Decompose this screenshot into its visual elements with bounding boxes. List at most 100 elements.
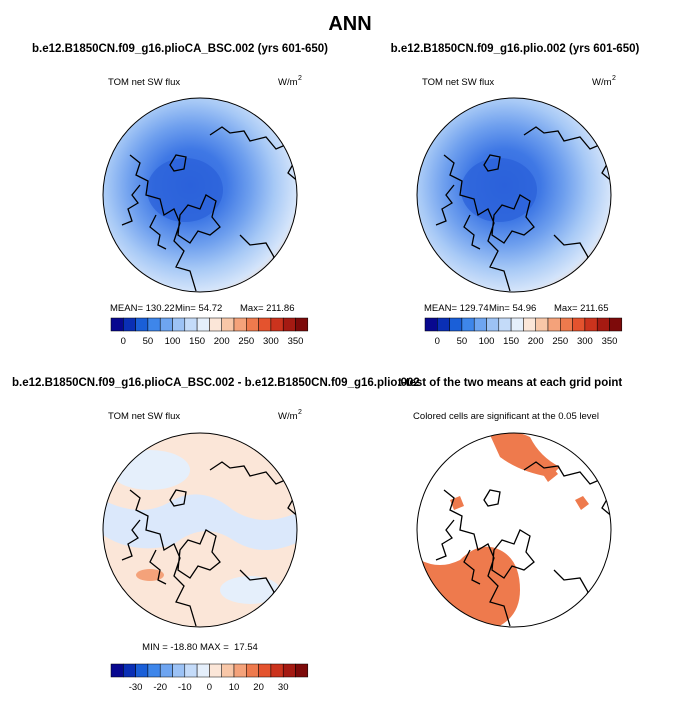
colorbar-cell [295, 317, 309, 332]
colorbar-cell [258, 663, 272, 678]
colorbar-cell [295, 663, 309, 678]
colorbar-cell [221, 663, 235, 678]
map [103, 98, 297, 292]
colorbar-cell [547, 317, 561, 332]
significance-note: Colored cells are significant at the 0.0… [413, 411, 599, 422]
colorbar-label: 100 [479, 336, 495, 347]
colorbar-cell [135, 663, 149, 678]
colorbar-cell [282, 663, 296, 678]
colorbar-cell [258, 317, 272, 332]
colorbar-label: 300 [263, 336, 279, 347]
colorbar-cell [246, 317, 259, 332]
stats: MEAN= 129.74 [424, 303, 489, 314]
field-label: TOM net SW flux [108, 411, 180, 422]
colorbar-label: 150 [503, 336, 519, 347]
colorbar-cell [535, 317, 549, 332]
colorbar-cell [596, 317, 610, 332]
colorbar-cell [172, 317, 186, 332]
units: W/m [278, 77, 298, 88]
colorbar-label: 350 [288, 336, 304, 347]
stats: Min= 54.96 [489, 303, 536, 314]
colorbar-cell [270, 663, 284, 678]
units: W/m [592, 77, 612, 88]
colorbar-cell [184, 663, 198, 678]
colorbar-label: 50 [143, 336, 154, 347]
colorbar-label: 0 [435, 336, 440, 347]
units-exponent: 2 [612, 75, 616, 82]
colorbar-label: 250 [552, 336, 568, 347]
stats: Max= 211.65 [554, 303, 609, 314]
colorbar-label: -30 [129, 682, 143, 693]
colorbar-label: -20 [153, 682, 167, 693]
map-border [416, 432, 612, 628]
map [417, 98, 611, 292]
colorbar-label: 200 [214, 336, 230, 347]
colorbar-cell [110, 317, 124, 332]
colorbar-label: 200 [528, 336, 544, 347]
units: W/m [278, 411, 298, 422]
colorbar-label: 150 [189, 336, 205, 347]
map [417, 433, 611, 627]
colorbar-cell [196, 317, 210, 332]
colorbar-cell [246, 663, 259, 678]
colorbar-cell [609, 317, 623, 332]
colorbar-cell [110, 663, 124, 678]
colorbar-cell [437, 317, 450, 332]
colorbar-cell [424, 317, 438, 332]
colorbar-label: 350 [602, 336, 618, 347]
units-exponent: 2 [298, 409, 302, 416]
colorbar-cell [510, 317, 524, 332]
colorbar-cell [123, 663, 136, 678]
colorbar-cell [221, 317, 235, 332]
colorbar-cell [584, 317, 598, 332]
colorbar-label: 250 [238, 336, 254, 347]
colorbar-cell [449, 317, 463, 332]
map-border [416, 97, 612, 293]
colorbar-label: 10 [229, 682, 240, 693]
colorbar-cell [233, 663, 247, 678]
colorbar-label: -10 [178, 682, 192, 693]
units-exponent: 2 [298, 75, 302, 82]
colorbar-cell [159, 317, 173, 332]
colorbar-cell [209, 663, 222, 678]
colorbar-cell [560, 317, 573, 332]
map [103, 433, 297, 627]
stats: MIN = -18.80 MAX = 17.54 [142, 642, 258, 653]
colorbar-label: 20 [253, 682, 264, 693]
colorbar-cell [282, 317, 296, 332]
stats: Min= 54.72 [175, 303, 222, 314]
field-label: TOM net SW flux [422, 77, 494, 88]
colorbar-cell [461, 317, 475, 332]
panel-heading: t-test of the two means at each grid poi… [398, 377, 622, 389]
colorbar-cell [498, 317, 512, 332]
field-label: TOM net SW flux [108, 77, 180, 88]
colorbar-label: 0 [121, 336, 126, 347]
stats: MEAN= 130.22 [110, 303, 175, 314]
colorbar-cell [147, 663, 161, 678]
colorbar-cell [123, 317, 136, 332]
colorbar-cell [147, 317, 161, 332]
colorbar-cell [135, 317, 149, 332]
panel-heading: b.e12.B1850CN.f09_g16.plioCA_BSC.002 (yr… [32, 43, 328, 55]
colorbar-label: 0 [207, 682, 212, 693]
colorbar-cell [572, 317, 586, 332]
colorbar-cell [270, 317, 284, 332]
colorbar-label: 50 [457, 336, 468, 347]
colorbar-cell [523, 317, 536, 332]
colorbar-cell [196, 663, 210, 678]
colorbar-cell [159, 663, 173, 678]
stats: Max= 211.86 [240, 303, 295, 314]
colorbar-label: 300 [577, 336, 593, 347]
colorbar-cell [184, 317, 198, 332]
colorbar-label: 30 [278, 682, 289, 693]
figure-title: ANN [328, 13, 371, 35]
panel-heading: b.e12.B1850CN.f09_g16.plioCA_BSC.002 - b… [12, 377, 420, 389]
colorbar-cell [233, 317, 247, 332]
colorbar-cell [172, 663, 186, 678]
colorbar-cell [473, 317, 487, 332]
colorbar-cell [209, 317, 222, 332]
map-border [102, 97, 298, 293]
colorbar-cell [486, 317, 500, 332]
